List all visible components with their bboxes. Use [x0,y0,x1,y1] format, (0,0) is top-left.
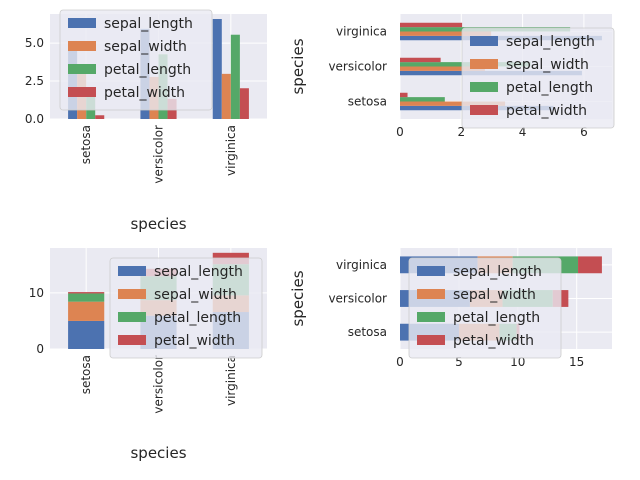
bar-petal_width-4 [578,256,602,274]
y-tick-label-3: 0 [36,342,44,356]
legend-swatch-1 [68,64,96,74]
x-tick-label-4: 15 [569,355,584,369]
y-tick-label-3: 10 [29,286,44,300]
y-tick-label-2: versicolor [328,60,387,74]
legend-label-1: sepal_length [104,16,193,32]
legend-swatch-2 [470,59,498,69]
bar-sepal_width-3 [68,301,105,321]
legend-4: sepal_length sepal_width petal_lengthpetal… [408,257,562,359]
legend-label-2: sepal_width [506,57,589,73]
legend-label-4: petal_length [453,310,540,326]
legend-label-4: sepal_length [453,264,542,280]
legend-box-4 [408,257,562,359]
legend-1: sepal_length sepal_width petal_lengthpetal… [59,9,213,111]
legend-swatch-4 [417,266,445,276]
bar-sepal_length-1 [212,18,222,119]
legend-swatch-3 [118,289,146,299]
y-axis-label-2: species [289,38,307,94]
legend-swatch-4 [417,289,445,299]
legend-label-4: sepal_width [453,287,536,303]
legend-label-4: petal_width [453,333,534,349]
legend-label-1: sepal_width [104,39,187,55]
x-tick-label-2: 4 [519,125,527,139]
legend-swatch-3 [118,266,146,276]
x-axis-label-1: species [130,215,186,233]
x-tick-label-3: virginica [224,355,238,406]
x-tick-label-2: 6 [580,125,588,139]
y-tick-label-4: versicolor [328,292,387,306]
y-tick-label-2: setosa [348,95,387,109]
y-tick-label-1: 5.0 [25,36,44,50]
legend-swatch-1 [68,18,96,28]
bar-sepal_width-2 [400,31,492,36]
legend-swatch-3 [118,312,146,322]
y-tick-label-2: virginica [336,25,387,39]
bar-petal_width-2 [400,57,441,63]
bar-petal_length-2 [400,97,445,102]
legend-box-3 [109,257,263,359]
y-tick-label-1: 2.5 [25,74,44,88]
bar-petal_length-1 [230,34,240,119]
y-tick-label-4: setosa [348,325,387,339]
x-axis-label-3: species [130,444,186,462]
legend-swatch-1 [68,41,96,51]
x-tick-label-3: versicolor [152,355,166,414]
x-tick-label-4: 5 [455,355,463,369]
x-tick-label-4: 10 [510,355,525,369]
bar-petal_width-2 [400,92,408,98]
bar-petal_width-3 [68,292,105,294]
bar-petal_width-2 [400,22,463,28]
legend-swatch-1 [68,87,96,97]
x-tick-label-4: 0 [396,355,404,369]
y-axis-label-4: species [289,270,307,326]
legend-swatch-4 [417,312,445,322]
x-tick-label-3: setosa [79,355,93,394]
x-tick-label-2: 2 [457,125,465,139]
legend-label-2: petal_width [506,103,587,119]
bar-petal_width-1 [239,88,249,119]
x-tick-label-1: versicolor [152,125,166,184]
legend-swatch-2 [470,105,498,115]
y-tick-label-4: virginica [336,258,387,272]
legend-swatch-2 [470,36,498,46]
bar-petal_width-1 [95,115,105,119]
x-tick-label-2: 0 [396,125,404,139]
legend-label-1: petal_length [104,62,191,78]
x-tick-label-1: virginica [224,125,238,176]
legend-label-2: petal_length [506,80,593,96]
legend-label-2: sepal_length [506,34,595,50]
bar-sepal_length-3 [68,320,105,349]
bar-petal_length-3 [68,293,105,302]
legend-box-1 [59,9,213,111]
legend-swatch-3 [118,335,146,345]
legend-label-3: petal_length [154,310,241,326]
legend-label-1: petal_width [104,85,185,101]
bar-sepal_width-2 [400,66,485,71]
bar-sepal_width-1 [221,73,231,119]
legend-swatch-2 [470,82,498,92]
x-tick-label-1: setosa [79,125,93,164]
legend-2: sepal_length sepal_width petal_lengthpetal… [461,27,615,129]
legend-label-3: sepal_length [154,264,243,280]
legend-label-3: sepal_width [154,287,237,303]
legend-box-2 [461,27,615,129]
bar-sepal_width-2 [400,101,506,106]
legend-swatch-4 [417,335,445,345]
y-tick-label-1: 0.0 [25,112,44,126]
legend-label-3: petal_width [154,333,235,349]
legend-3: sepal_length sepal_width petal_lengthpetal… [109,257,263,359]
